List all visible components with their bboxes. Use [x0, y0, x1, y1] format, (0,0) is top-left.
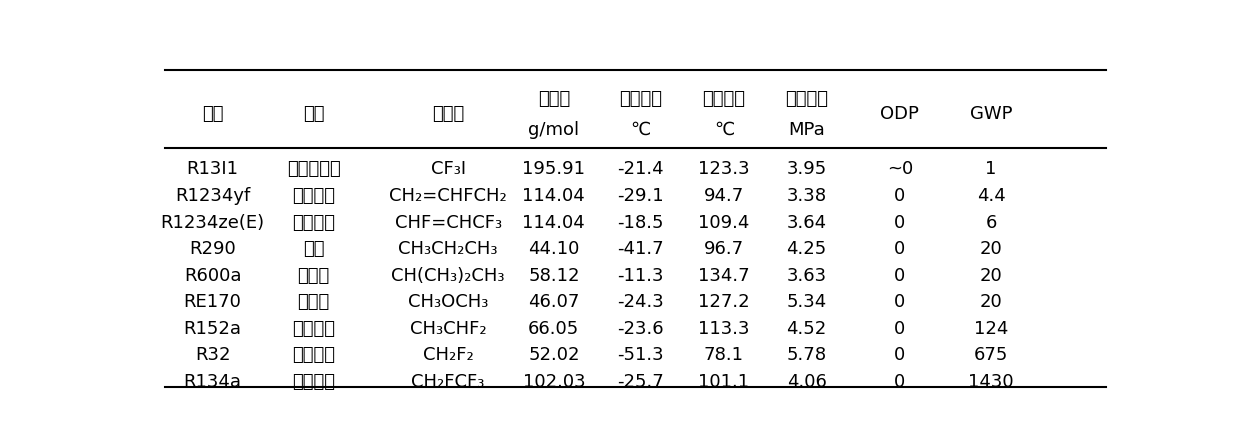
Text: 66.05: 66.05: [528, 320, 579, 338]
Text: 94.7: 94.7: [704, 187, 744, 205]
Text: ~0: ~0: [887, 160, 913, 179]
Text: CH₃CH₂CH₃: CH₃CH₂CH₃: [398, 240, 497, 258]
Text: ℃: ℃: [714, 121, 734, 139]
Text: 20: 20: [980, 240, 1002, 258]
Text: 0: 0: [894, 267, 905, 285]
Text: 异丁烷: 异丁烷: [298, 267, 330, 285]
Text: -25.7: -25.7: [618, 373, 663, 391]
Text: CH₃OCH₃: CH₃OCH₃: [408, 293, 489, 311]
Text: CH(CH₃)₂CH₃: CH(CH₃)₂CH₃: [392, 267, 505, 285]
Text: 0: 0: [894, 320, 905, 338]
Text: 96.7: 96.7: [704, 240, 744, 258]
Text: R290: R290: [190, 240, 236, 258]
Text: -29.1: -29.1: [618, 187, 663, 205]
Text: 20: 20: [980, 267, 1002, 285]
Text: 3.63: 3.63: [786, 267, 827, 285]
Text: 4.4: 4.4: [977, 187, 1006, 205]
Text: CH₂FCF₃: CH₂FCF₃: [412, 373, 485, 391]
Text: 114.04: 114.04: [522, 213, 585, 232]
Text: 78.1: 78.1: [704, 346, 744, 364]
Text: 52.02: 52.02: [528, 346, 579, 364]
Text: 二氟甲烷: 二氟甲烷: [293, 346, 335, 364]
Text: 3.38: 3.38: [786, 187, 827, 205]
Text: -11.3: -11.3: [618, 267, 663, 285]
Text: 1430: 1430: [968, 373, 1014, 391]
Text: 109.4: 109.4: [698, 213, 750, 232]
Text: 127.2: 127.2: [698, 293, 750, 311]
Text: 0: 0: [894, 293, 905, 311]
Text: 组元: 组元: [202, 105, 223, 123]
Text: 二氟乙烷: 二氟乙烷: [293, 320, 335, 338]
Text: ℃: ℃: [630, 121, 651, 139]
Text: 20: 20: [980, 293, 1002, 311]
Text: 化学式: 化学式: [432, 105, 464, 123]
Text: -41.7: -41.7: [618, 240, 663, 258]
Text: 6: 6: [986, 213, 997, 232]
Text: -23.6: -23.6: [618, 320, 663, 338]
Text: ODP: ODP: [880, 105, 919, 123]
Text: 3.64: 3.64: [786, 213, 827, 232]
Text: R134a: R134a: [184, 373, 242, 391]
Text: 0: 0: [894, 213, 905, 232]
Text: 四氟丙烯: 四氟丙烯: [293, 187, 335, 205]
Text: 三氟碰甲烷: 三氟碰甲烷: [286, 160, 341, 179]
Text: 四氟乙烷: 四氟乙烷: [293, 373, 335, 391]
Text: CH₂F₂: CH₂F₂: [423, 346, 474, 364]
Text: 丙烷: 丙烷: [303, 240, 325, 258]
Text: 675: 675: [973, 346, 1008, 364]
Text: R152a: R152a: [184, 320, 242, 338]
Text: R600a: R600a: [184, 267, 242, 285]
Text: -18.5: -18.5: [618, 213, 663, 232]
Text: 134.7: 134.7: [698, 267, 750, 285]
Text: 58.12: 58.12: [528, 267, 579, 285]
Text: -24.3: -24.3: [618, 293, 663, 311]
Text: 44.10: 44.10: [528, 240, 579, 258]
Text: 101.1: 101.1: [698, 373, 749, 391]
Text: 5.78: 5.78: [786, 346, 827, 364]
Text: 124: 124: [973, 320, 1008, 338]
Text: R13I1: R13I1: [187, 160, 238, 179]
Text: 0: 0: [894, 346, 905, 364]
Text: CF₃I: CF₃I: [430, 160, 466, 179]
Text: 1: 1: [986, 160, 997, 179]
Text: 5.34: 5.34: [786, 293, 827, 311]
Text: 0: 0: [894, 240, 905, 258]
Text: R1234ze(E): R1234ze(E): [161, 213, 264, 232]
Text: 113.3: 113.3: [698, 320, 750, 338]
Text: g/mol: g/mol: [528, 121, 579, 139]
Text: 102.03: 102.03: [522, 373, 585, 391]
Text: -51.3: -51.3: [618, 346, 663, 364]
Text: 临界压力: 临界压力: [785, 90, 828, 108]
Text: R1234yf: R1234yf: [175, 187, 250, 205]
Text: 名称: 名称: [303, 105, 325, 123]
Text: 临界温度: 临界温度: [702, 90, 745, 108]
Text: R32: R32: [195, 346, 231, 364]
Text: 4.52: 4.52: [786, 320, 827, 338]
Text: 3.95: 3.95: [786, 160, 827, 179]
Text: 4.25: 4.25: [786, 240, 827, 258]
Text: 四氟丙烯: 四氟丙烯: [293, 213, 335, 232]
Text: 0: 0: [894, 373, 905, 391]
Text: 114.04: 114.04: [522, 187, 585, 205]
Text: 123.3: 123.3: [698, 160, 750, 179]
Text: 46.07: 46.07: [528, 293, 579, 311]
Text: 0: 0: [894, 187, 905, 205]
Text: 分子量: 分子量: [538, 90, 570, 108]
Text: CH₂=CHFCH₂: CH₂=CHFCH₂: [389, 187, 507, 205]
Text: GWP: GWP: [970, 105, 1012, 123]
Text: 二甲醚: 二甲醚: [298, 293, 330, 311]
Text: 标准沸点: 标准沸点: [619, 90, 662, 108]
Text: 195.91: 195.91: [522, 160, 585, 179]
Text: MPa: MPa: [789, 121, 825, 139]
Text: RE170: RE170: [184, 293, 242, 311]
Text: CH₃CHF₂: CH₃CHF₂: [409, 320, 486, 338]
Text: 4.06: 4.06: [786, 373, 827, 391]
Text: -21.4: -21.4: [618, 160, 663, 179]
Text: CHF=CHCF₃: CHF=CHCF₃: [394, 213, 502, 232]
